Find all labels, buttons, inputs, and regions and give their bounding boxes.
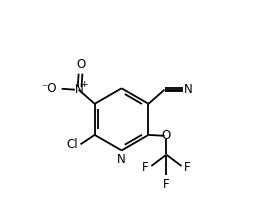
Text: O: O [162, 129, 171, 142]
Text: F: F [184, 161, 191, 174]
Text: O: O [76, 58, 85, 71]
Text: +: + [80, 80, 88, 89]
Text: N: N [117, 153, 126, 166]
Text: N: N [75, 83, 84, 96]
Text: Cl: Cl [66, 138, 78, 151]
Text: F: F [142, 161, 149, 174]
Text: N: N [184, 83, 193, 96]
Text: ⁻O: ⁻O [41, 82, 57, 95]
Text: F: F [163, 178, 170, 191]
